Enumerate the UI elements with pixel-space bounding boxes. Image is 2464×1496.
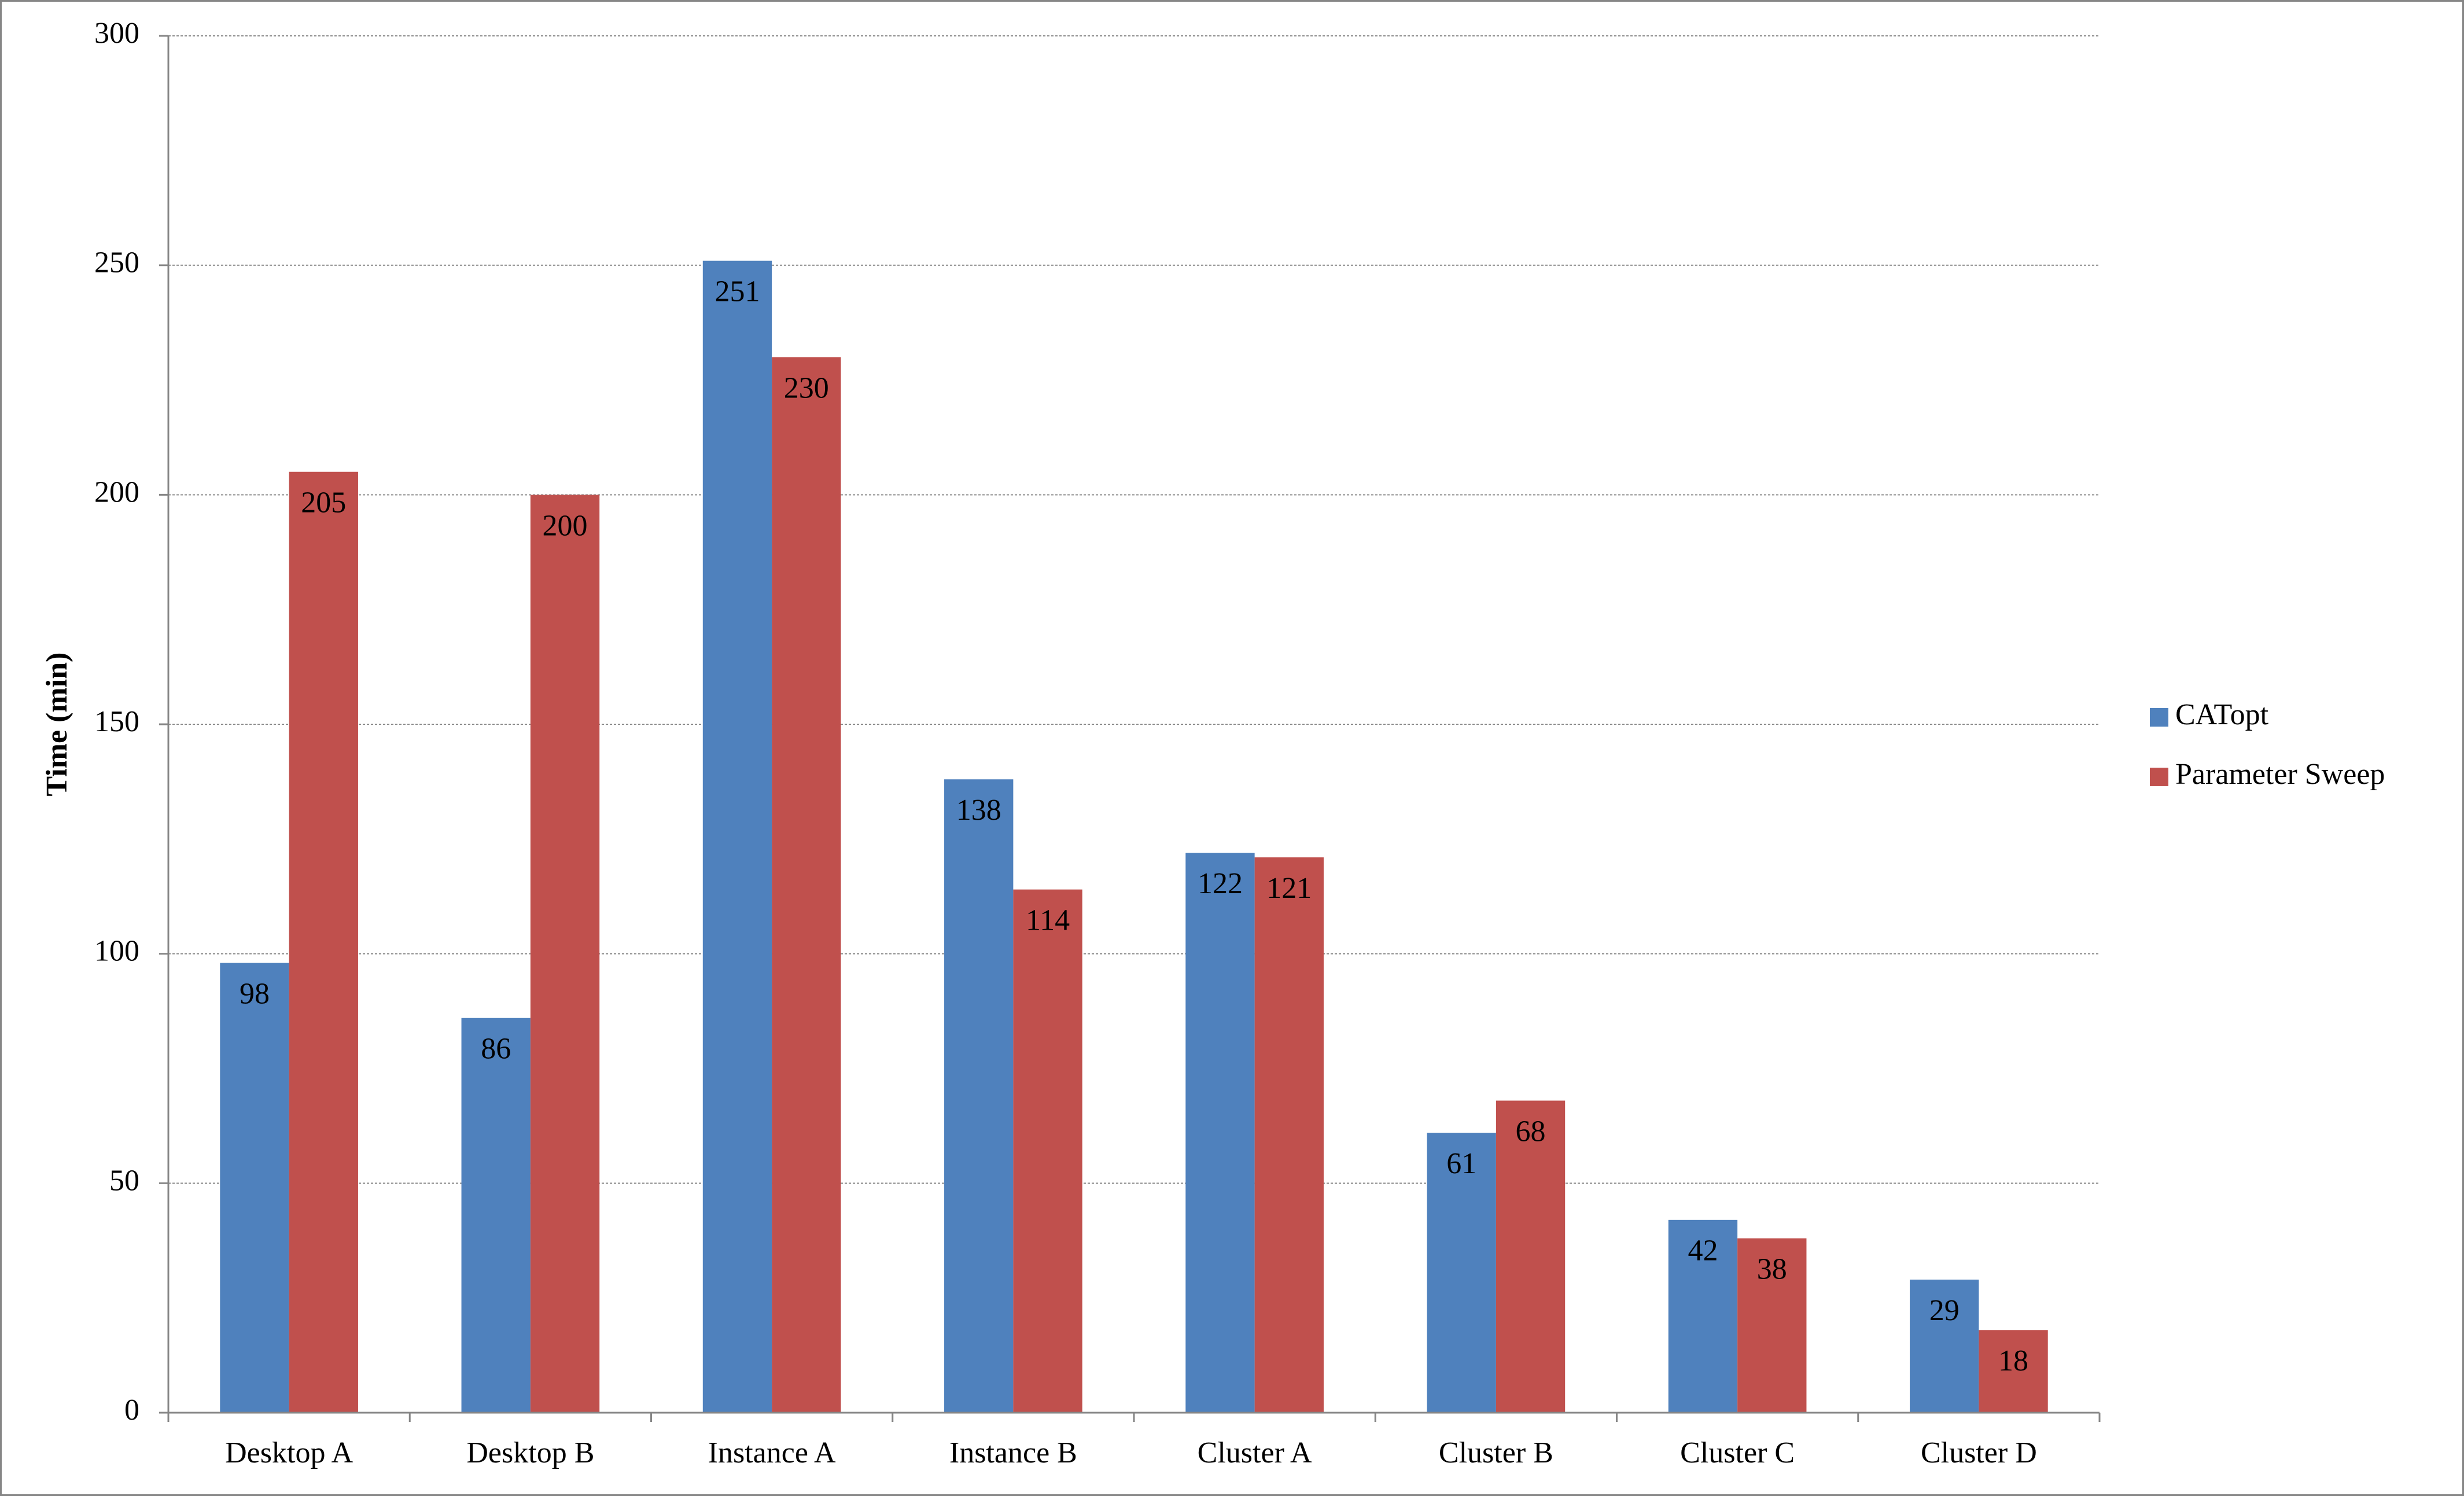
value-label: 38 [1757, 1252, 1787, 1285]
bar [772, 357, 841, 1413]
y-tick-label: 250 [94, 246, 139, 279]
x-tick-label: Desktop B [466, 1436, 594, 1469]
bar [289, 471, 358, 1413]
bar [1013, 889, 1082, 1413]
legend-label: CATopt [2175, 698, 2269, 731]
bar [1979, 1330, 2048, 1413]
value-label: 98 [240, 977, 270, 1010]
value-label: 200 [543, 509, 588, 542]
legend-swatch [2150, 708, 2168, 727]
bar [1737, 1238, 1807, 1413]
x-tick-label: Cluster C [1680, 1436, 1795, 1469]
value-label: 138 [956, 794, 1001, 827]
bar [1496, 1100, 1566, 1413]
y-tick-label: 200 [94, 476, 139, 509]
bar [1185, 853, 1255, 1413]
value-label: 122 [1198, 867, 1243, 900]
y-tick-label: 300 [94, 17, 139, 50]
x-tick-label: Cluster D [1921, 1436, 2037, 1469]
x-tick-label: Desktop A [225, 1436, 353, 1469]
y-tick-label: 150 [94, 705, 139, 738]
legend-label: Parameter Sweep [2175, 758, 2385, 791]
value-label: 114 [1026, 904, 1070, 937]
bar [702, 260, 772, 1413]
x-tick-label: Cluster A [1198, 1436, 1312, 1469]
value-label: 230 [784, 371, 829, 404]
value-label: 205 [301, 487, 346, 519]
bar [461, 1018, 531, 1413]
legend-swatch [2150, 768, 2168, 786]
x-tick-label: Instance B [949, 1436, 1077, 1469]
x-tick-label: Instance A [708, 1436, 836, 1469]
value-label: 61 [1446, 1147, 1476, 1180]
bar [1254, 857, 1324, 1413]
bar [1427, 1133, 1496, 1413]
bar [944, 779, 1014, 1413]
y-tick-label: 0 [124, 1394, 139, 1427]
y-tick-label: 100 [94, 935, 139, 968]
bar [1910, 1279, 1979, 1413]
value-label: 18 [1998, 1344, 2028, 1377]
value-label: 86 [481, 1033, 511, 1066]
value-label: 42 [1688, 1235, 1718, 1267]
value-label: 251 [714, 275, 760, 308]
value-label: 29 [1929, 1294, 1960, 1327]
value-label: 68 [1516, 1115, 1546, 1148]
bar [1668, 1219, 1738, 1413]
bar [220, 963, 289, 1413]
x-tick-label: Cluster B [1439, 1436, 1553, 1469]
y-axis-title: Time (min) [40, 653, 73, 797]
y-tick-label: 50 [109, 1164, 139, 1197]
value-label: 121 [1266, 872, 1312, 905]
bar [530, 495, 600, 1413]
